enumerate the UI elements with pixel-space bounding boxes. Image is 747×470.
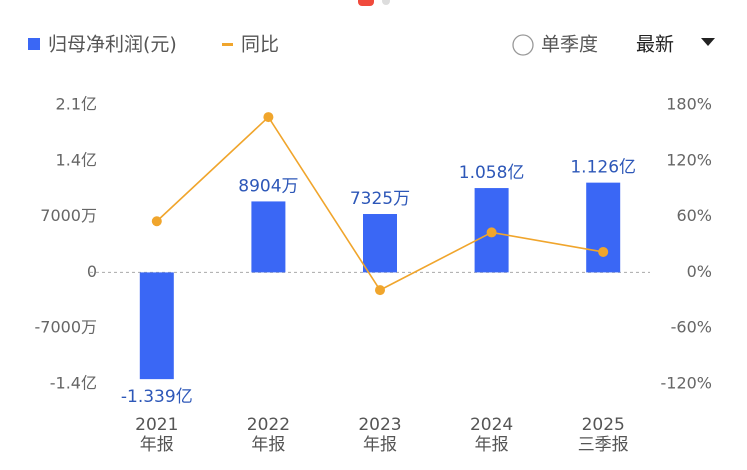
x-tick-label: 2021 [135,415,178,435]
x-tick-label: 年报 [363,435,397,455]
toggle-label[interactable]: 单季度 [541,34,598,56]
line-marker [486,227,497,238]
value-label: -1.339亿 [121,387,193,407]
dropdown-arrow[interactable] [701,38,715,46]
x-tick-label: 年报 [140,435,174,455]
x-tick-label: 2025 [582,415,625,435]
y-tick-label: 0 [87,262,97,281]
value-label: 8904万 [238,176,298,196]
bar [586,182,621,273]
radio[interactable] [512,34,534,56]
y-tick-label: 7000万 [40,206,97,225]
bar [251,201,286,273]
x-tick-label: 2022 [247,415,290,435]
x-tick-label: 2023 [358,415,401,435]
value-label: 7325万 [350,189,410,209]
x-tick-label: 年报 [251,435,285,455]
y-tick-label: -7000万 [35,318,98,337]
y-tick-label: -1.4亿 [50,374,97,393]
y2-tick-label: -60% [671,318,712,337]
x-tick-label: 2024 [470,415,513,435]
legend: 归母净利润(元) 同比 [28,34,279,56]
y2-tick-label: -120% [660,374,712,393]
value-label: 1.126亿 [570,158,636,178]
page-indicator-active [358,0,374,6]
dropdown-label[interactable]: 最新 [636,34,674,56]
legend-swatch [222,43,233,46]
y2-tick-label: 180% [666,95,712,114]
bar [363,214,397,273]
line-marker [375,285,385,296]
quarterly-toggle[interactable]: 单季度 [512,34,598,56]
y2-tick-label: 0% [687,262,712,281]
legend-label: 同比 [241,34,279,56]
page-indicator [382,0,390,5]
y-tick-label: 1.4亿 [56,150,97,169]
y2-tick-label: 120% [666,150,712,169]
y2-tick-label: 60% [676,206,712,225]
x-tick-label: 年报 [475,435,509,455]
legend-label: 归母净利润(元) [48,34,177,56]
x-tick-label: 三季报 [578,435,629,455]
legend-swatch [28,38,40,50]
value-label: 1.058亿 [459,163,525,183]
line-marker [263,112,274,123]
y-tick-label: 2.1亿 [56,95,97,114]
bar [139,272,174,380]
period-dropdown[interactable]: 最新 [636,34,715,56]
line-marker [598,246,609,257]
line-marker [151,216,162,227]
